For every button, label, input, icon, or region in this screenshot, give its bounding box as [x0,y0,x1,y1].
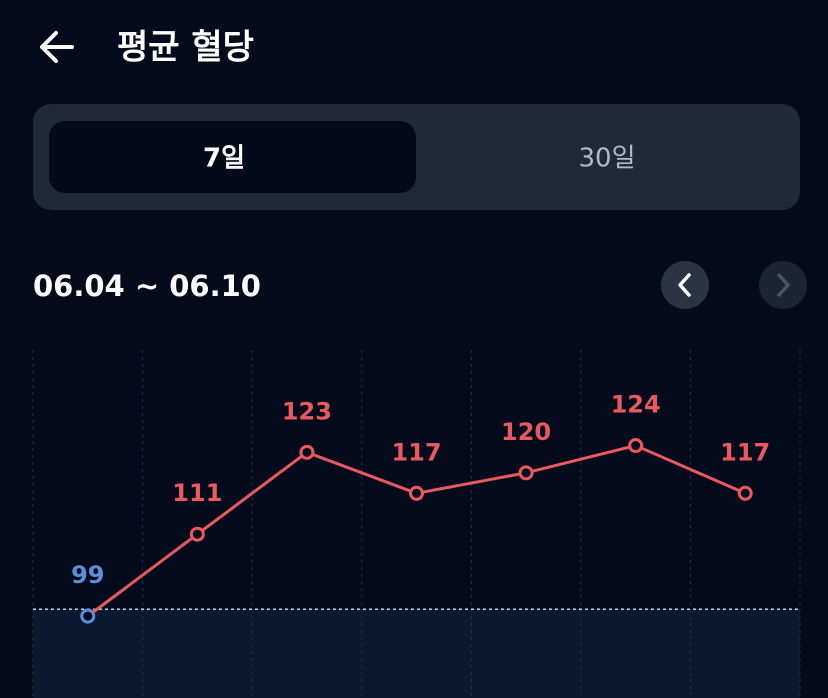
value-label: 123 [282,397,332,425]
tab[interactable]: 30일 [578,144,635,174]
value-label: 117 [720,438,770,466]
point [737,485,753,501]
chart: 99 111 123 117 120 124 117 [32,350,801,698]
prev-icon [678,273,691,297]
point [189,526,205,542]
date-range: 06.04 ~ 06.10 [33,269,261,303]
value-label: 99 [71,561,104,589]
point [628,438,644,454]
value-label: 120 [501,418,551,446]
next-icon [777,273,790,297]
tab-selected-bg [49,121,416,193]
point [409,485,424,501]
point [299,444,315,460]
low-zone [33,609,800,698]
back-button[interactable] [40,31,74,63]
value-label: 124 [611,391,661,419]
tab[interactable]: 7일 [203,144,245,174]
point [518,465,534,481]
next-button[interactable] [759,261,807,309]
point [80,608,96,624]
prev-button[interactable] [661,261,709,309]
page-title: 평균 혈당 [117,28,254,68]
value-label: 117 [391,438,441,466]
value-label: 111 [172,479,222,507]
